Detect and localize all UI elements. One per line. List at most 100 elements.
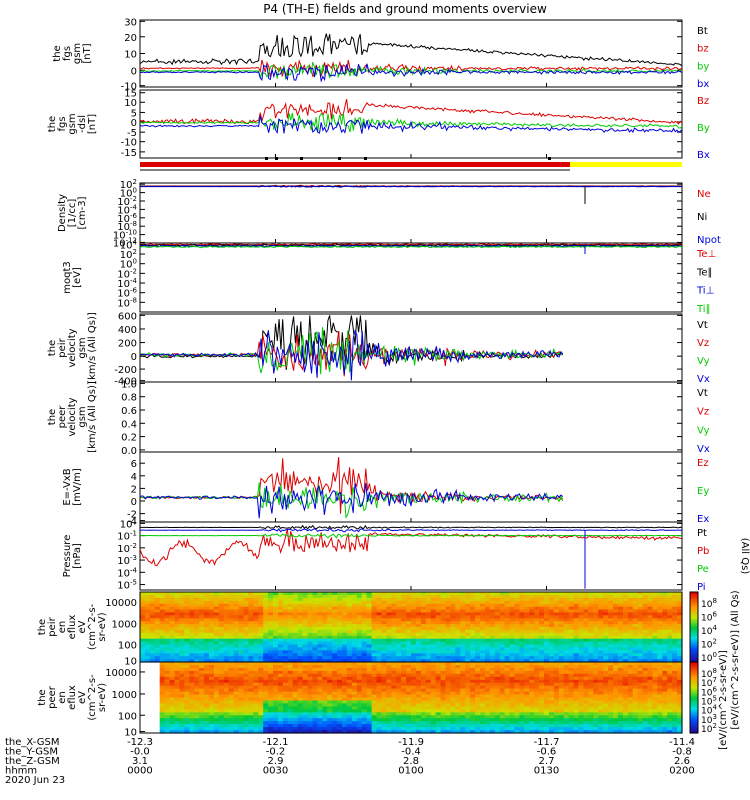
spectrogram-cell xyxy=(652,600,658,605)
spectrogram-cell xyxy=(282,659,289,663)
spectrogram-cell xyxy=(672,592,678,596)
spectrogram-cell xyxy=(544,612,550,616)
spectrogram-cell xyxy=(549,712,555,716)
spectrogram-cell xyxy=(588,615,594,619)
spectrogram-cell xyxy=(144,592,151,596)
spectrogram-cell xyxy=(317,730,323,734)
spectrogram-cell xyxy=(450,650,456,654)
spectrogram-cell xyxy=(558,638,565,643)
spectrogram-cell xyxy=(258,656,264,660)
spectrogram-cell xyxy=(149,656,156,660)
spectrogram-cell xyxy=(544,706,550,710)
spectrogram-cell xyxy=(351,697,358,702)
spectrogram-cell xyxy=(558,670,565,675)
spectrogram-cell xyxy=(346,656,353,660)
spectrogram-cell xyxy=(337,594,343,599)
spectrogram-cell xyxy=(386,592,392,596)
spectrogram-cell xyxy=(317,597,323,602)
y-axis-label: peir xyxy=(47,616,58,636)
spectrogram-cell xyxy=(218,641,225,646)
spectrogram-cell xyxy=(450,618,456,622)
mode-marker xyxy=(300,157,303,160)
spectrogram-cell xyxy=(356,718,363,722)
spectrogram-cell xyxy=(189,712,195,716)
spectrogram-cell xyxy=(258,667,264,672)
spectrogram-cell xyxy=(184,627,190,631)
spectrogram-cell xyxy=(209,629,215,634)
spectrogram-cell xyxy=(189,721,195,725)
spectrogram-cell xyxy=(524,600,530,605)
legend-bx: bx xyxy=(697,79,709,90)
spectrogram-cell xyxy=(415,629,422,634)
spectrogram-cell xyxy=(194,624,200,628)
spectrogram-cell xyxy=(174,694,180,699)
spectrogram-cell xyxy=(258,627,264,631)
spectrogram-cell xyxy=(268,656,274,660)
spectrogram-cell xyxy=(425,624,432,628)
spectrogram-cell xyxy=(278,597,284,602)
spectrogram-cell xyxy=(539,650,545,654)
spectrogram-cell xyxy=(332,603,338,608)
spectrogram-cell xyxy=(164,650,171,654)
spectrogram-cell xyxy=(637,627,644,631)
spectrogram-cell xyxy=(460,597,466,602)
spectrogram-cell xyxy=(342,621,348,625)
spectrogram-cell xyxy=(302,730,309,734)
spectrogram-cell xyxy=(228,724,235,728)
spectrogram-cell xyxy=(179,641,185,646)
spectrogram-cell xyxy=(406,656,412,660)
spectrogram-cell xyxy=(435,635,442,640)
spectrogram-cell xyxy=(470,682,476,687)
spectrogram-cell xyxy=(258,597,264,602)
spectrogram-cell xyxy=(524,694,530,699)
spectrogram-cell xyxy=(213,662,220,666)
spectrogram-cell xyxy=(401,656,407,660)
spectrogram-cell xyxy=(317,612,323,616)
spectrogram-cell xyxy=(494,706,501,710)
spectrogram-cell xyxy=(524,647,530,651)
spectrogram-cell xyxy=(159,594,166,599)
spectrogram-cell xyxy=(204,676,210,681)
spectrogram-cell xyxy=(263,647,269,651)
spectrogram-cell xyxy=(342,709,348,713)
spectrogram-cell xyxy=(179,721,185,725)
spectrogram-cell xyxy=(381,721,387,725)
spectrogram-cell xyxy=(164,712,171,716)
spectrogram-cell xyxy=(144,632,151,637)
spectrogram-cell xyxy=(346,641,353,646)
spectrogram-cell xyxy=(169,727,176,731)
spectrogram-cell xyxy=(346,650,353,654)
spectrogram-cell xyxy=(672,597,678,602)
spectrogram-cell xyxy=(553,644,560,648)
spectrogram-cell xyxy=(401,635,407,640)
spectrogram-cell xyxy=(524,700,530,705)
spectrogram-cell xyxy=(174,594,180,599)
spectrogram-cell xyxy=(573,592,580,596)
spectrogram-cell xyxy=(366,644,373,648)
spectrogram-cell xyxy=(499,679,506,684)
spectrogram-cell xyxy=(396,594,402,599)
spectrogram-cell xyxy=(366,673,373,678)
spectrogram-cell xyxy=(292,641,299,646)
spectrogram-cell xyxy=(258,665,264,669)
spectrogram-cell xyxy=(159,662,166,666)
spectrogram-cell xyxy=(371,715,378,719)
spectrogram-cell xyxy=(406,597,412,602)
spectrogram-cell xyxy=(179,691,185,696)
spectrogram-cell xyxy=(514,592,520,596)
spectrogram-cell xyxy=(588,603,594,608)
spectrogram-cell xyxy=(608,656,614,660)
spectrogram-cell xyxy=(351,621,358,625)
spectrogram-cell xyxy=(140,618,146,622)
spectrogram-cell xyxy=(622,624,629,628)
spectrogram-cell xyxy=(149,659,156,663)
spectrogram-cell xyxy=(480,644,486,648)
spectrogram-cell xyxy=(248,635,254,640)
spectrogram-cell xyxy=(337,600,343,605)
spectrogram-cell xyxy=(204,700,210,705)
spectrogram-cell xyxy=(460,650,466,654)
spectrogram-cell xyxy=(268,703,274,707)
spectrogram-cell xyxy=(578,594,584,599)
spectrogram-cell xyxy=(159,667,166,672)
y-tick-label: 102 xyxy=(120,178,137,191)
